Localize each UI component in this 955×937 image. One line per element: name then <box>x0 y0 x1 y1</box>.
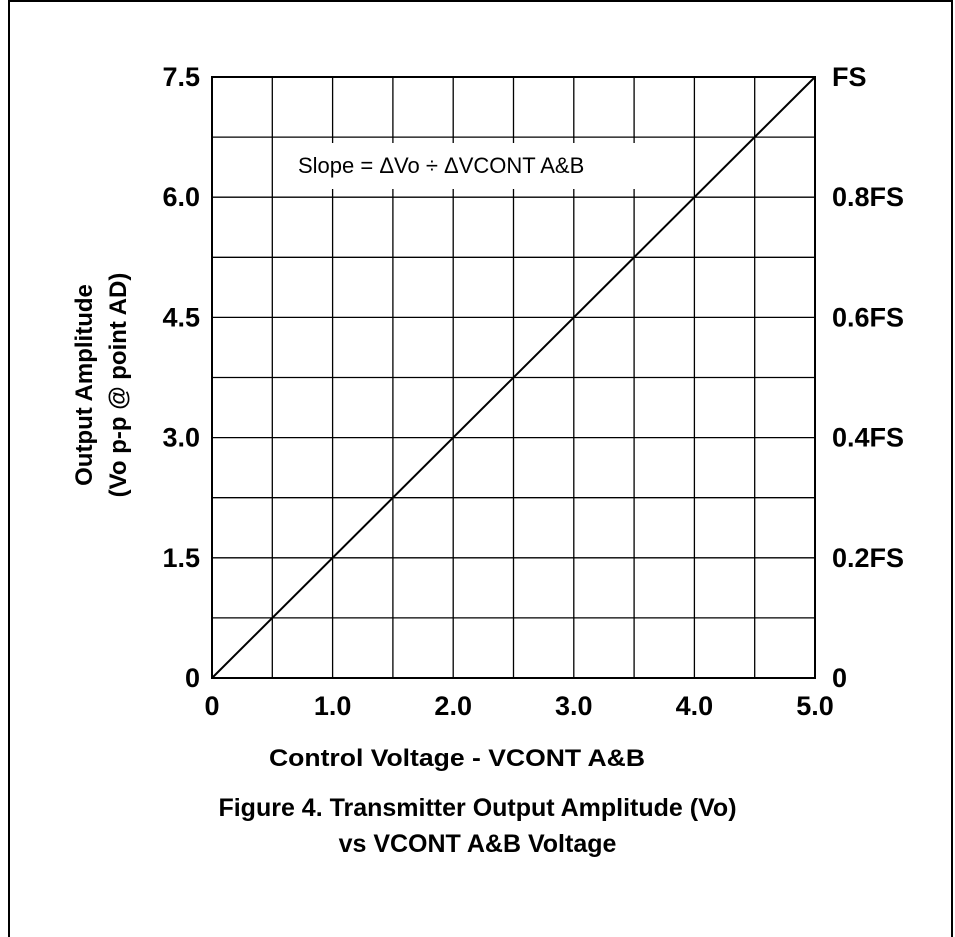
x-tick-label: 1.0 <box>314 691 352 721</box>
y-right-tick-label: 0.6FS <box>832 302 904 332</box>
y-tick-labels: 0 1.5 3.0 4.5 6.0 7.5 <box>162 62 200 693</box>
x-tick-labels: 0 1.0 2.0 3.0 4.0 5.0 <box>204 691 833 721</box>
y-axis-title-line2: (Vo p-p @ point AD) <box>105 273 132 498</box>
y-right-tick-label: FS <box>832 62 867 92</box>
y-tick-label: 0 <box>185 663 200 693</box>
series-layer <box>211 76 816 679</box>
y-axis-title-line1: Output Amplitude <box>71 284 98 486</box>
y-right-tick-label: 0.4FS <box>832 423 904 453</box>
x-tick-label: 4.0 <box>676 691 714 721</box>
slope-annotation: Slope = ΔVo ÷ ΔVCONT A&B <box>298 153 584 178</box>
x-tick-label: 5.0 <box>796 691 834 721</box>
y-tick-label: 1.5 <box>162 543 200 573</box>
chart: Slope = ΔVo ÷ ΔVCONT A&B 0 1.0 2.0 3.0 4.0 5.… <box>71 62 904 772</box>
figure-frame <box>8 0 953 937</box>
x-tick-label: 2.0 <box>434 691 472 721</box>
y-tick-label: 6.0 <box>162 182 200 212</box>
x-tick-label: 0 <box>204 691 219 721</box>
y-right-tick-labels: 0 0.2FS 0.4FS 0.6FS 0.8FS FS <box>832 62 904 693</box>
figure-caption-line2: vs VCONT A&B Voltage <box>338 830 617 858</box>
series-line <box>211 76 816 679</box>
y-tick-label: 3.0 <box>162 423 200 453</box>
plot-border <box>211 76 816 679</box>
y-right-tick-label: 0.2FS <box>832 543 904 573</box>
y-tick-label: 7.5 <box>162 62 200 92</box>
y-right-tick-label: 0 <box>832 663 847 693</box>
x-axis-title: Control Voltage - VCONT A&B <box>269 745 645 772</box>
x-tick-label: 3.0 <box>555 691 593 721</box>
annotation-background <box>285 143 647 189</box>
y-tick-label: 4.5 <box>162 302 200 332</box>
figure-caption-line1: Figure 4. Transmitter Output Amplitude (… <box>218 794 737 822</box>
y-right-tick-label: 0.8FS <box>832 182 904 212</box>
